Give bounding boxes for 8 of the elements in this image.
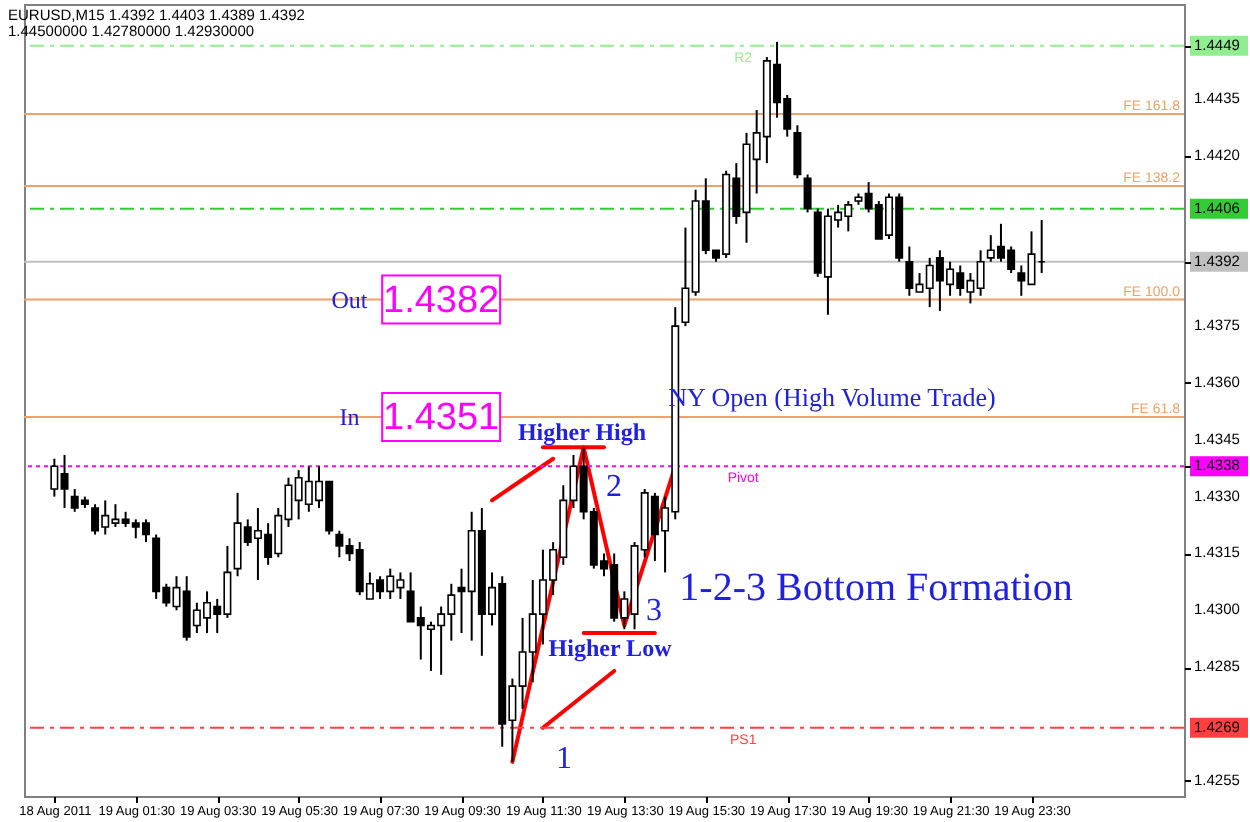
annotation: Higher Low	[548, 634, 673, 662]
annotation: Higher High	[517, 418, 647, 446]
annotation: 2	[606, 470, 622, 504]
annotation: 1	[556, 742, 572, 776]
candlestick	[803, 173, 812, 214]
annotation: 1-2-3 Bottom Formation	[679, 566, 1073, 610]
annotation: 3	[646, 594, 662, 628]
candlestick	[793, 124, 802, 180]
